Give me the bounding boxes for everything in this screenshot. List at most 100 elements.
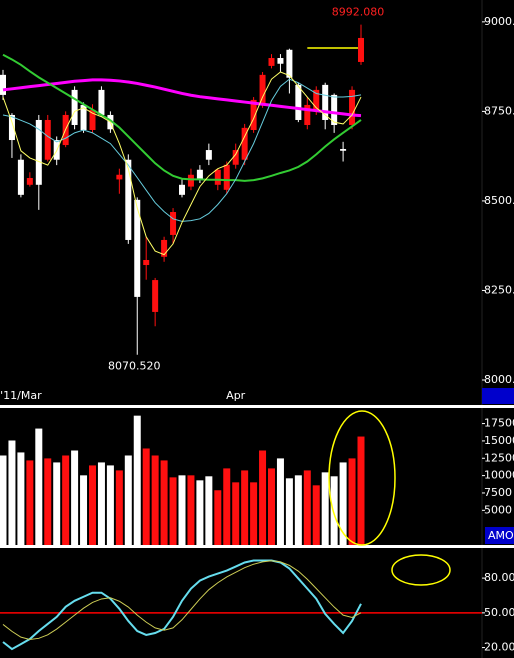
candle-body — [116, 174, 123, 180]
volume-bar — [115, 470, 123, 545]
volume-bar — [196, 480, 204, 545]
volume-bar — [223, 468, 231, 545]
candle-body — [196, 169, 203, 180]
candle-body — [349, 89, 356, 125]
candle-body — [152, 280, 159, 312]
volume-bar — [142, 448, 150, 545]
volume-bar — [187, 475, 195, 545]
volume-bar — [0, 455, 7, 545]
candle-body — [8, 114, 15, 141]
candle-body — [35, 119, 42, 185]
volume-bar — [169, 477, 177, 545]
candle-body — [17, 159, 24, 195]
oscillator-line — [2, 560, 362, 640]
value-annotation: 8992.080 — [332, 6, 385, 19]
volume-bar — [357, 436, 365, 545]
volume-bar — [294, 475, 302, 545]
volume-bar — [71, 450, 79, 545]
volume-bar — [151, 455, 159, 545]
volume-bar — [89, 465, 96, 545]
volume-bar — [250, 482, 258, 545]
candle-body — [170, 212, 177, 235]
volume-bar — [133, 415, 141, 545]
candle-body — [277, 58, 284, 64]
highlight-ellipse — [391, 554, 451, 586]
candle-body — [89, 109, 96, 131]
candle-body — [80, 104, 87, 131]
volume-bar — [214, 490, 222, 545]
candle-body — [214, 169, 221, 185]
candle-body — [205, 150, 212, 160]
panel-separator — [0, 405, 514, 408]
volume-bar — [339, 462, 347, 545]
y-tick-label: 9000. — [484, 15, 514, 28]
candle-body — [161, 239, 168, 257]
y-tick-label: 8500. — [484, 194, 514, 207]
volume-bar — [44, 458, 52, 545]
candle-body — [0, 74, 6, 95]
volume-bar — [106, 465, 114, 545]
candle-body — [358, 37, 364, 62]
y-tick-label: 12500 — [484, 451, 514, 464]
moving-average — [2, 71, 362, 256]
volume-bar — [348, 458, 356, 545]
volume-bar — [303, 470, 311, 545]
volume-bar — [53, 462, 61, 545]
candle-body — [322, 84, 329, 120]
volume-bar — [232, 482, 240, 545]
volume-bar — [330, 476, 338, 545]
panel-separator — [0, 545, 514, 548]
candle-body — [304, 104, 311, 125]
candle-body — [241, 127, 248, 160]
volume-bar — [160, 460, 168, 545]
volume-bar — [26, 460, 34, 545]
volume-bar — [62, 455, 70, 545]
candle-body — [268, 58, 275, 66]
value-annotation: 8070.520 — [108, 360, 161, 373]
volume-bar — [205, 476, 213, 545]
y-tick-label: 50.00 — [484, 606, 514, 619]
candle-body — [98, 89, 105, 115]
candle-body — [250, 99, 257, 131]
candle-body — [134, 199, 141, 297]
candle-body — [143, 260, 150, 266]
y-tick-label: 7500 — [484, 486, 512, 499]
candle-body — [179, 184, 185, 195]
candle-body — [44, 119, 51, 160]
volume-label-box — [485, 527, 514, 544]
oscillator-line — [2, 559, 362, 651]
y-tick-label: 15000 — [484, 434, 514, 447]
volume-bar — [17, 452, 25, 545]
y-tick-label: 17500 — [484, 417, 514, 430]
volume-bar — [8, 440, 16, 545]
y-tick-label: 5000 — [484, 503, 512, 516]
candle-body — [71, 89, 78, 125]
candle-body — [26, 177, 33, 185]
x-tick-label: Apr — [226, 389, 246, 402]
volume-bar — [35, 428, 43, 545]
candle-body — [286, 49, 293, 78]
plot-layer: 8000. 8250. 8500. 8750. 9000. '11/Mar Apr 8992.… — [0, 6, 514, 654]
candle-body — [223, 164, 230, 190]
volume-bar — [97, 462, 105, 545]
x-tick-label: '11/Mar — [0, 389, 42, 402]
volume-bar — [276, 458, 284, 545]
y-tick-label: 20.00 — [484, 641, 514, 654]
candle-body — [331, 94, 338, 125]
candle-body — [340, 148, 347, 151]
candle-body — [232, 150, 239, 165]
volume-bar — [80, 475, 88, 545]
volume-label: AMO — [488, 529, 514, 542]
candle-body — [259, 74, 266, 105]
volume-bar — [285, 478, 293, 545]
y-tick-label: 80.00 — [484, 571, 514, 584]
y-tick-label: 8000. — [484, 373, 514, 386]
y-tick-label: 8250. — [484, 283, 514, 296]
candle-body — [295, 84, 302, 120]
candle-body — [187, 174, 194, 187]
volume-bar — [241, 470, 249, 545]
moving-average — [2, 53, 362, 182]
volume-bar — [259, 450, 267, 545]
axis-badge — [482, 388, 514, 404]
